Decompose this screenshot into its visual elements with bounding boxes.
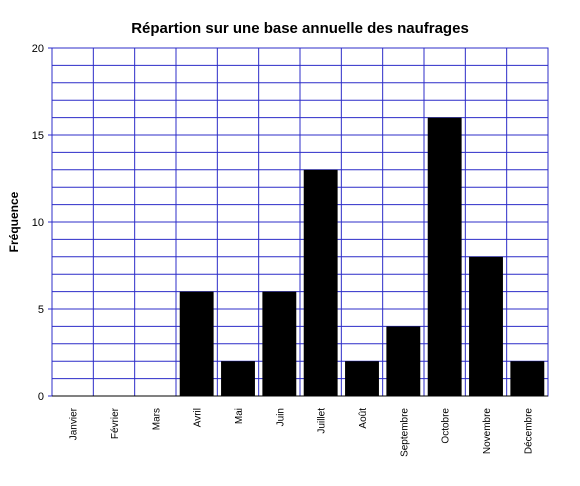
bar xyxy=(262,291,297,396)
y-tick-label: 0 xyxy=(38,391,44,403)
bar xyxy=(221,361,255,396)
x-tick-label: Juillet xyxy=(317,408,328,434)
y-axis-label: Fréquence xyxy=(7,191,21,252)
x-tick-label: Mai xyxy=(234,408,245,424)
x-tick-label: Juin xyxy=(275,408,286,426)
bar xyxy=(427,117,462,396)
bar xyxy=(469,256,503,396)
bar xyxy=(179,291,214,396)
bar xyxy=(303,169,338,396)
x-tick-label: Janvier xyxy=(69,407,80,440)
y-tick-label: 15 xyxy=(32,130,44,142)
chart-title: Répartion sur une base annuelle des nauf… xyxy=(131,20,469,37)
x-tick-label: Avril xyxy=(193,408,204,427)
x-tick-label: Mars xyxy=(151,408,162,430)
x-tick-label: Février xyxy=(110,407,121,439)
bar xyxy=(386,326,421,396)
y-tick-label: 5 xyxy=(38,304,44,316)
x-tick-label: Octobre xyxy=(441,408,452,444)
y-tick-label: 20 xyxy=(32,43,44,55)
bar xyxy=(510,361,545,396)
x-tick-label: Novembre xyxy=(482,408,493,455)
x-tick-label: Septembre xyxy=(399,408,410,457)
x-tick-label: Décembre xyxy=(523,408,534,455)
x-tick-label: Août xyxy=(358,408,369,429)
bar xyxy=(345,361,379,396)
y-tick-label: 10 xyxy=(32,217,44,229)
